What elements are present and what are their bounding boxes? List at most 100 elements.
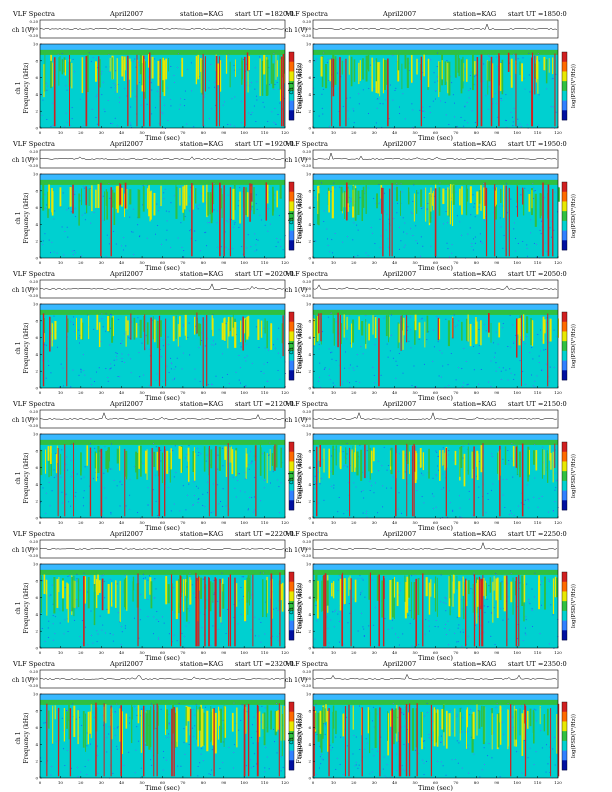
heatmap-noise-cell bbox=[206, 454, 208, 456]
heatmap-noise-cell bbox=[495, 573, 497, 574]
heatmap-noise-cell bbox=[191, 90, 193, 92]
heatmap-noise-cell bbox=[491, 456, 493, 457]
heatmap-noise-cell bbox=[146, 237, 148, 239]
heatmap-peak-cell bbox=[482, 575, 484, 647]
heatmap-noise-cell bbox=[198, 204, 200, 206]
heatmap-noise-cell bbox=[109, 633, 111, 635]
heatmap-peak-cell bbox=[349, 447, 351, 517]
heatmap-burst-cell bbox=[503, 185, 505, 218]
heatmap-burst-cell bbox=[352, 445, 354, 473]
heatmap-noise-cell bbox=[435, 620, 437, 622]
heatmap-noise-cell bbox=[400, 183, 402, 185]
heatmap-noise-cell bbox=[362, 490, 364, 491]
heatmap-noise-cell bbox=[353, 256, 355, 258]
heatmap-noise-cell bbox=[80, 369, 82, 371]
heatmap-noise-cell bbox=[121, 353, 123, 355]
heatmap-noise-cell bbox=[512, 476, 514, 478]
heatmap-noise-cell bbox=[52, 102, 54, 104]
heatmap-burst-cell bbox=[438, 61, 440, 98]
heatmap-noise-cell bbox=[102, 326, 104, 328]
heatmap-noise-cell bbox=[147, 616, 149, 618]
heatmap-noise-cell bbox=[533, 243, 535, 244]
heatmap-noise-cell bbox=[396, 60, 398, 62]
heatmap-noise-cell bbox=[330, 749, 332, 751]
header-date: April2007 bbox=[382, 140, 416, 148]
heatmap-noise-cell bbox=[83, 505, 84, 507]
heatmap-noise-cell bbox=[463, 382, 465, 384]
heatmap-burst-cell bbox=[245, 448, 247, 479]
heatmap-noise-cell bbox=[57, 346, 58, 348]
heatmap-noise-cell bbox=[61, 52, 63, 54]
heatmap-top-band bbox=[40, 304, 285, 310]
time-tick-label: 120 bbox=[554, 650, 562, 655]
heatmap-noise-cell bbox=[315, 514, 317, 516]
time-tick-label: 40 bbox=[119, 650, 125, 655]
heatmap-noise-cell bbox=[353, 222, 355, 224]
heatmap-noise-cell bbox=[555, 73, 557, 75]
heatmap-burst-cell bbox=[397, 322, 399, 349]
heatmap-noise-cell bbox=[228, 383, 230, 385]
heatmap-noise-cell bbox=[153, 443, 154, 444]
heatmap-noise-cell bbox=[228, 248, 230, 250]
waveform-tick-label: 0.20 bbox=[303, 279, 312, 284]
heatmap-burst-cell bbox=[125, 453, 128, 480]
heatmap-noise-cell bbox=[150, 749, 152, 751]
spec-ylabel-channel: ch 1 bbox=[15, 342, 22, 355]
heatmap-noise-cell bbox=[474, 624, 476, 626]
heatmap-noise-cell bbox=[460, 116, 462, 118]
heatmap-noise-cell bbox=[60, 363, 62, 365]
heatmap-cells bbox=[40, 174, 286, 259]
heatmap-burst-cell bbox=[385, 315, 388, 337]
heatmap-noise-cell bbox=[116, 745, 118, 747]
colorbar-cell bbox=[562, 211, 567, 222]
heatmap-burst-cell bbox=[270, 710, 272, 730]
heatmap-burst-cell bbox=[534, 193, 537, 227]
heatmap-noise-cell bbox=[109, 313, 111, 315]
heatmap-noise-cell bbox=[428, 331, 429, 333]
heatmap-burst-cell bbox=[552, 578, 555, 615]
heatmap-noise-cell bbox=[445, 634, 447, 636]
heatmap-peak-cell bbox=[223, 185, 225, 257]
heatmap-burst-cell bbox=[365, 185, 367, 214]
heatmap-top-band bbox=[313, 174, 558, 180]
heatmap-noise-cell bbox=[546, 212, 548, 214]
heatmap-burst-cell bbox=[429, 194, 432, 223]
heatmap-noise-cell bbox=[191, 584, 193, 586]
heatmap-noise-cell bbox=[45, 82, 47, 84]
time-tick-label: 70 bbox=[453, 260, 459, 265]
heatmap-burst-cell bbox=[107, 583, 110, 614]
heatmap-noise-cell bbox=[282, 249, 284, 251]
heatmap-burst-cell bbox=[400, 190, 401, 216]
heatmap-noise-cell bbox=[497, 343, 499, 345]
heatmap-noise-cell bbox=[501, 721, 503, 723]
heatmap-peak-cell bbox=[202, 317, 204, 387]
heatmap-noise-cell bbox=[334, 233, 336, 234]
freq-tick-label: 8 bbox=[35, 578, 38, 583]
heatmap-peak-cell bbox=[339, 57, 341, 127]
heatmap-burst-cell bbox=[269, 448, 271, 471]
heatmap-noise-cell bbox=[552, 106, 554, 108]
heatmap-noise-cell bbox=[123, 591, 125, 593]
freq-tick-label: 0 bbox=[35, 256, 38, 261]
heatmap-noise-cell bbox=[467, 122, 469, 124]
heatmap-noise-cell bbox=[204, 96, 205, 98]
heatmap-burst-cell bbox=[98, 580, 101, 593]
heatmap-noise-cell bbox=[321, 182, 322, 184]
heatmap-noise-cell bbox=[374, 382, 376, 384]
heatmap-burst-cell bbox=[425, 187, 427, 222]
heatmap-burst-cell bbox=[172, 316, 175, 342]
heatmap-peak-cell bbox=[208, 445, 210, 517]
heatmap-noise-cell bbox=[226, 220, 228, 222]
heatmap-noise-cell bbox=[141, 342, 143, 344]
heatmap-burst-cell bbox=[192, 185, 194, 210]
heatmap-burst-cell bbox=[411, 708, 415, 751]
heatmap-peak-cell bbox=[143, 55, 145, 127]
heatmap-noise-cell bbox=[349, 315, 351, 317]
heatmap-noise-cell bbox=[70, 610, 72, 611]
heatmap-burst-cell bbox=[271, 186, 274, 216]
heatmap-noise-cell bbox=[114, 711, 116, 713]
heatmap-peak-cell bbox=[480, 578, 482, 610]
heatmap-burst-cell bbox=[105, 451, 108, 470]
heatmap-burst-cell bbox=[144, 579, 146, 599]
heatmap-burst-cell bbox=[512, 577, 514, 615]
